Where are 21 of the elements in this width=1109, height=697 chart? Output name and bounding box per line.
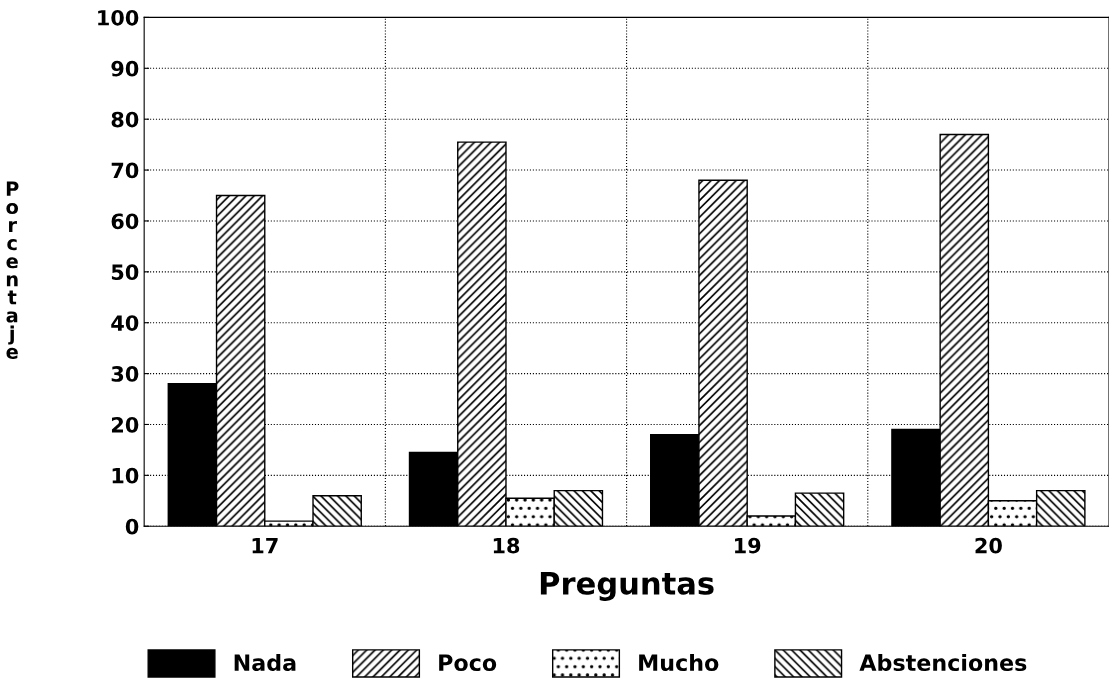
- x-axis-title: Preguntas: [540, 572, 714, 601]
- x-tick-label: 20: [975, 537, 1002, 554]
- legend-label: Mucho: [639, 653, 719, 672]
- y-tick-label: 50: [111, 264, 139, 281]
- y-tick-label: 20: [111, 416, 139, 433]
- y-tick-label: 40: [111, 315, 139, 331]
- y-tick-label: 90: [111, 60, 139, 77]
- y-tick-label: 100: [98, 9, 139, 26]
- y-tick-label: 0: [125, 518, 139, 535]
- x-tick-label: 18: [493, 537, 520, 554]
- x-tick-label: 19: [735, 537, 761, 554]
- legend-label: Poco: [439, 654, 497, 672]
- legend-label: Abstenciones: [859, 653, 1027, 672]
- x-tick-label: 17: [252, 537, 278, 554]
- legend-label: Nada: [234, 653, 296, 672]
- y-tick-label: 70: [111, 162, 139, 179]
- y-tick-label: 80: [111, 111, 139, 128]
- y-tick-label: 30: [111, 366, 139, 382]
- y-tick-label: 60: [111, 213, 139, 230]
- text: Porcentaje: [6, 181, 19, 359]
- y-tick-label: 10: [112, 467, 139, 484]
